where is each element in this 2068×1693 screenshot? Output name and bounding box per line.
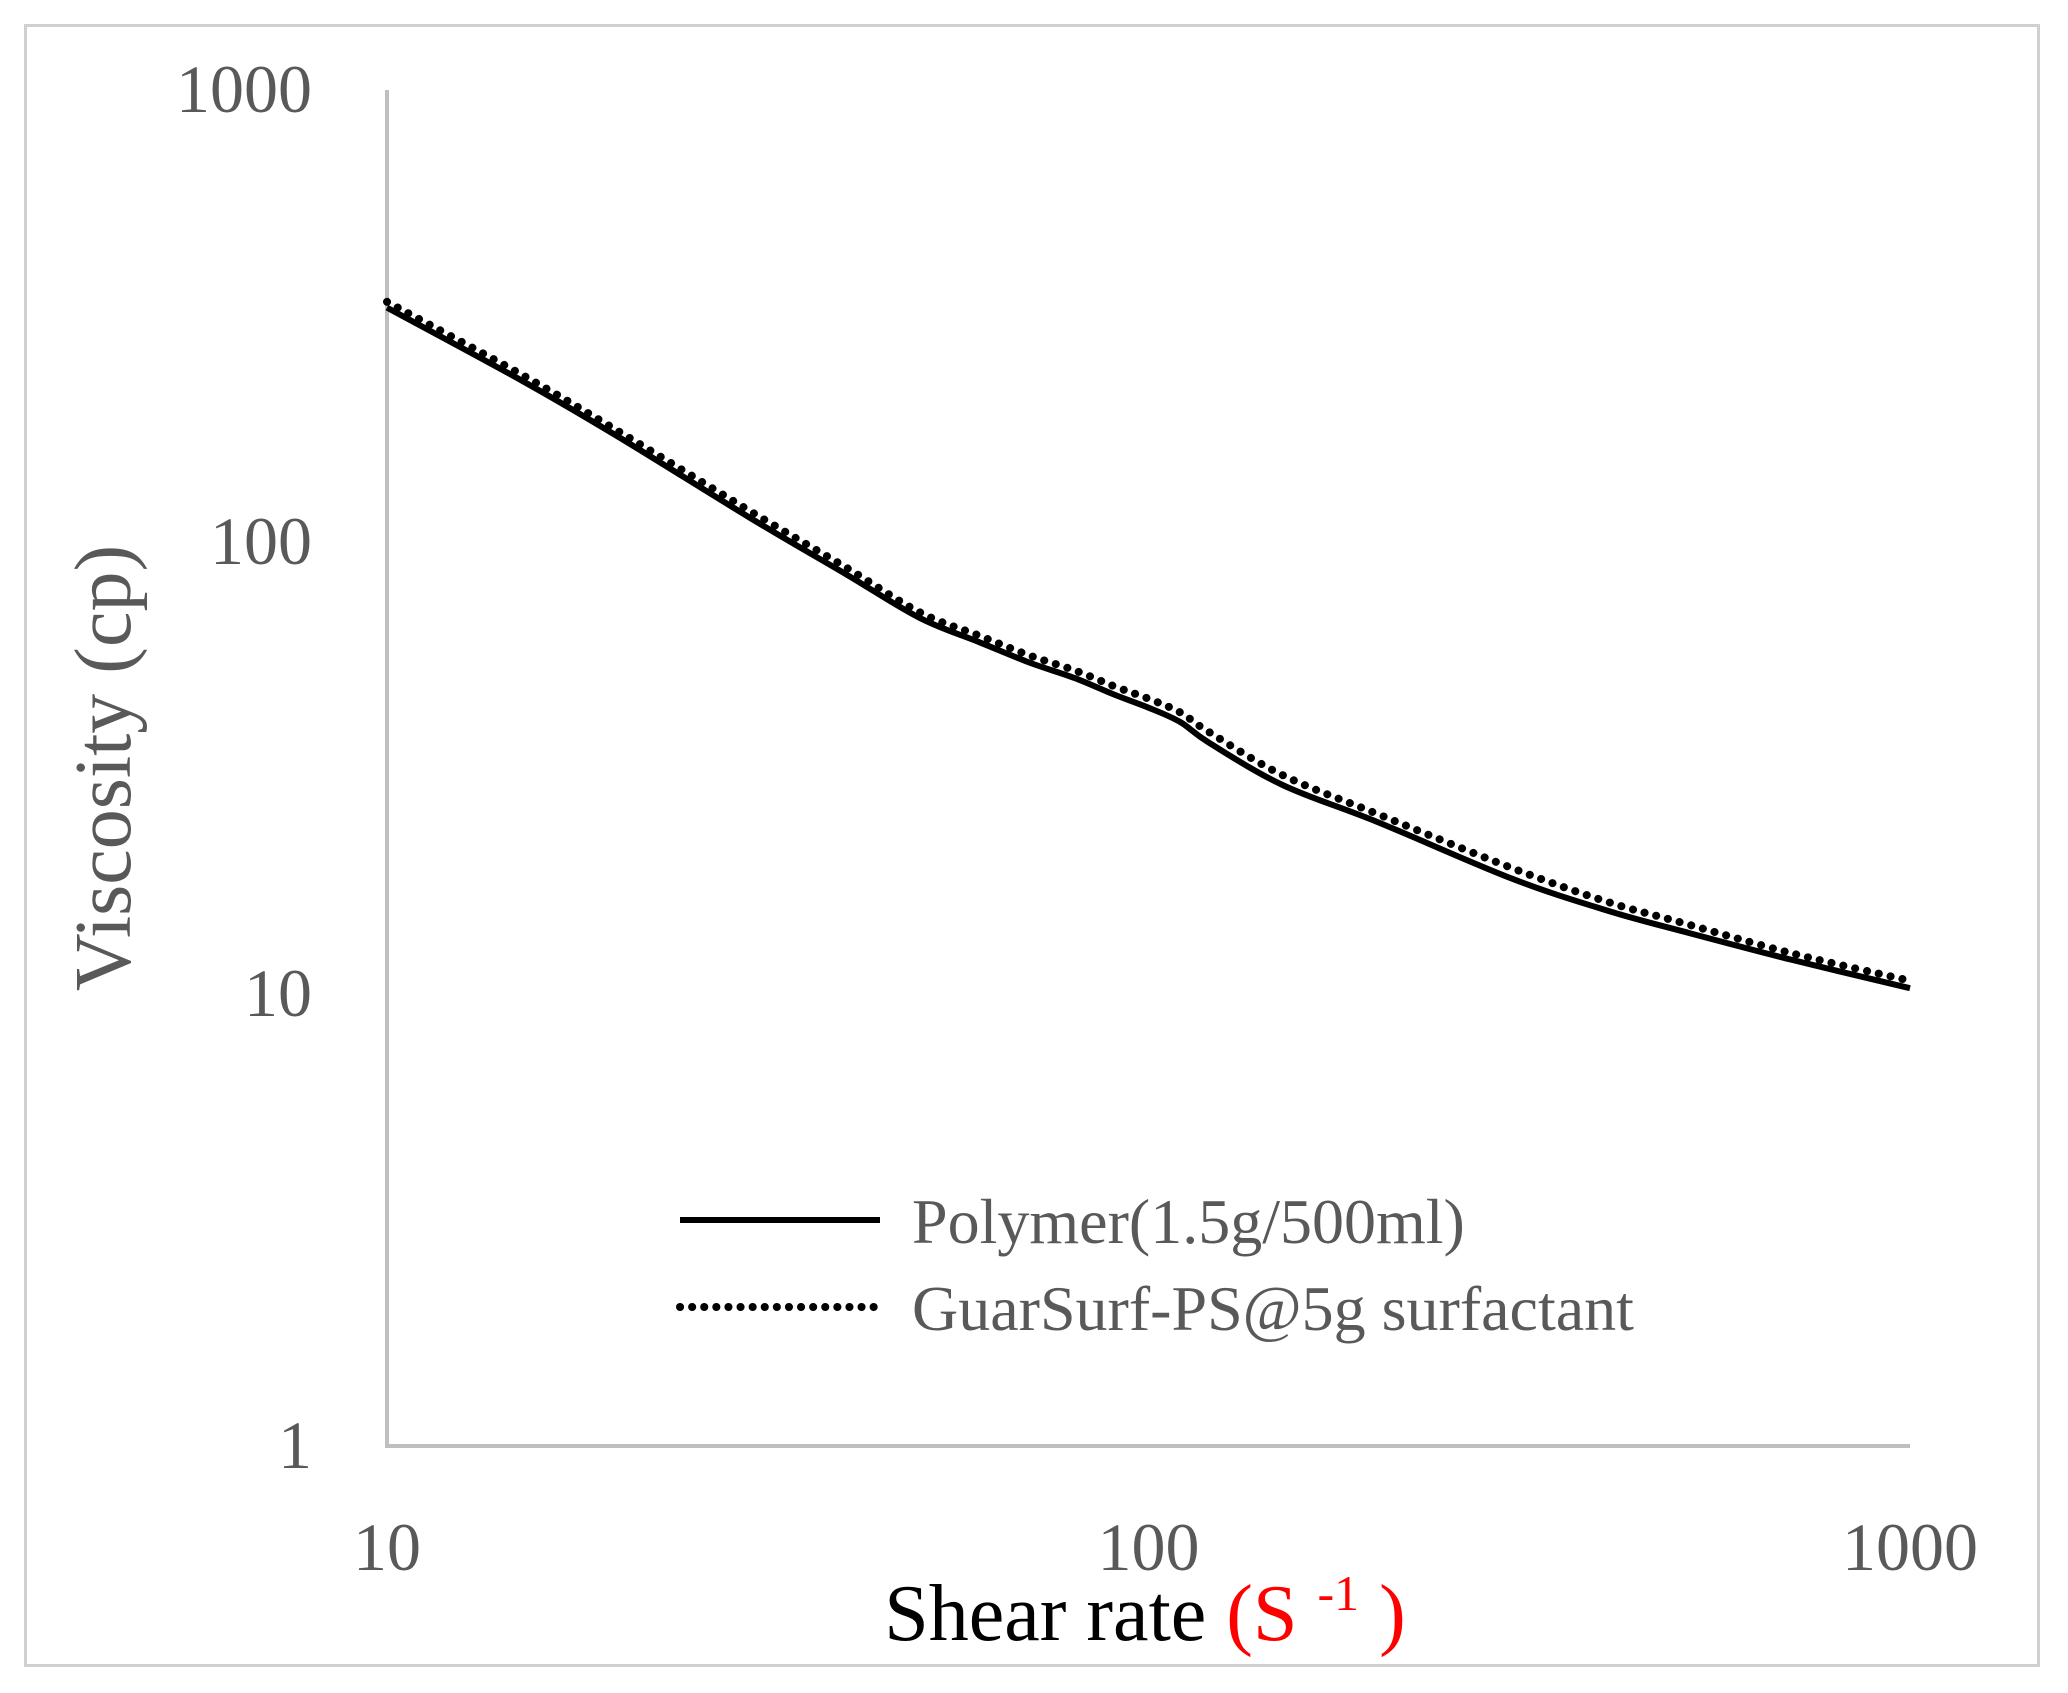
x-tick-labels: 10 100 1000 — [353, 1509, 1978, 1585]
legend: Polymer(1.5g/500ml) GuarSurf-PS@5g surfa… — [676, 1186, 1634, 1344]
x-tick-label: 100 — [1098, 1509, 1200, 1585]
y-axis-title: Viscosity (cp) — [60, 545, 148, 991]
y-tick-label: 100 — [210, 503, 312, 579]
x-axis-title-unit: (S — [1226, 1570, 1297, 1658]
legend-label-guarsurf: GuarSurf-PS@5g surfactant — [912, 1273, 1634, 1344]
x-axis-title-close: ) — [1379, 1570, 1406, 1658]
y-tick-label: 10 — [244, 955, 312, 1031]
series-layer — [383, 297, 1914, 992]
series-polymer-line — [385, 304, 1911, 992]
series-guarsurf-line — [383, 297, 1914, 985]
y-tick-label: 1 — [278, 1407, 312, 1483]
x-axis-title-superscript: -1 — [1317, 1565, 1359, 1621]
legend-label-polymer: Polymer(1.5g/500ml) — [912, 1186, 1465, 1257]
x-axis-title-text: Shear rate — [884, 1570, 1226, 1658]
axes — [385, 90, 1910, 1448]
x-tick-label: 1000 — [1842, 1509, 1978, 1585]
y-tick-label: 1000 — [176, 51, 312, 127]
chart-frame — [24, 24, 2040, 1667]
x-axis-title: Shear rate (S -1 ) — [884, 1540, 1405, 1658]
x-tick-label: 10 — [353, 1509, 421, 1585]
y-tick-labels: 1 10 100 1000 — [176, 51, 312, 1483]
